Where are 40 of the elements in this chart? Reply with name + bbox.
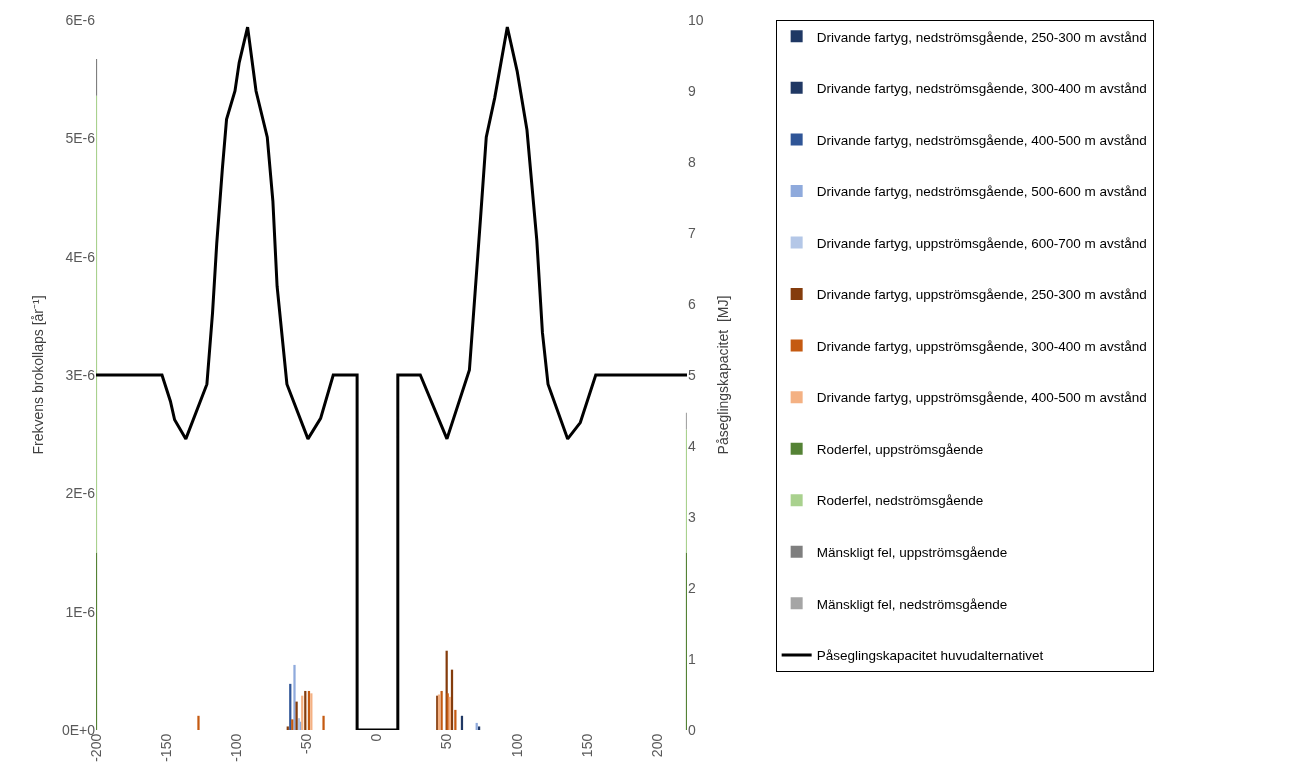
x-tick-label: -50 bbox=[298, 733, 315, 755]
legend-label: Drivande fartyg, uppströmsgående, 250-300 m avstånd bbox=[816, 287, 1147, 303]
y2-tick-label: 9 bbox=[688, 82, 696, 99]
y2-tick-label: 1 bbox=[688, 650, 696, 667]
y2-tick-label: 3 bbox=[688, 508, 696, 525]
legend-label: Drivande fartyg, nedströmsgående, 300-400 m avstånd bbox=[816, 81, 1147, 97]
y2-tick-label: 6 bbox=[688, 295, 696, 312]
y-tick-label: 5E-6 bbox=[65, 130, 96, 147]
x-tick-label: 150 bbox=[578, 733, 595, 758]
legend-label: Drivande fartyg, nedströmsgående, 400-500 m avstånd bbox=[816, 132, 1147, 148]
y2-tick-label: 2 bbox=[688, 579, 696, 596]
y2-tick-label: 7 bbox=[688, 224, 696, 241]
legend-label: Mänskligt fel, nedströmsgående bbox=[816, 596, 1008, 612]
y2-axis-title: Påseglingskapacitet [MJ] bbox=[715, 295, 732, 455]
legend-label: Mänskligt fel, uppströmsgående bbox=[816, 545, 1008, 561]
y-tick-label: 1E-6 bbox=[65, 603, 96, 620]
y2-tick-label: 10 bbox=[688, 11, 704, 28]
x-tick-label: -100 bbox=[227, 733, 244, 762]
y2-tick-label: 0 bbox=[688, 721, 696, 738]
x-tick-label: 100 bbox=[508, 733, 525, 758]
y-tick-label: 2E-6 bbox=[65, 485, 96, 502]
x-tick-label: -150 bbox=[157, 733, 174, 762]
y2-tick-label: 5 bbox=[688, 366, 696, 383]
legend-label: Drivande fartyg, uppströmsgående, 300-400 m avstånd bbox=[816, 338, 1147, 354]
y-tick-label: 4E-6 bbox=[65, 248, 96, 265]
x-tick-label: 200 bbox=[649, 733, 666, 758]
y-tick-label: 6E-6 bbox=[65, 11, 96, 28]
legend-label: Roderfel, nedströmsgående bbox=[816, 493, 984, 509]
y2-tick-label: 4 bbox=[688, 437, 696, 454]
legend-label: Drivande fartyg, nedströmsgående, 250-300 m avstånd bbox=[816, 29, 1147, 45]
x-tick-label: 0 bbox=[368, 733, 385, 742]
legend-label: Drivande fartyg, uppströmsgående, 600-700 m avstånd bbox=[816, 235, 1147, 251]
y-axis-title: Frekvens brokollaps [år⁻¹] bbox=[29, 295, 46, 455]
legend-label: Påseglingskapacitet huvudalternativet bbox=[816, 648, 1044, 664]
legend-label: Roderfel, uppströmsgående bbox=[816, 441, 984, 457]
x-tick-label: 50 bbox=[438, 733, 455, 750]
legend-label: Drivande fartyg, uppströmsgående, 400-500 m avstånd bbox=[816, 390, 1147, 406]
y-tick-label: 3E-6 bbox=[65, 366, 96, 383]
y2-tick-label: 8 bbox=[688, 153, 696, 170]
legend-label: Drivande fartyg, nedströmsgående, 500-600 m avstånd bbox=[816, 184, 1147, 200]
